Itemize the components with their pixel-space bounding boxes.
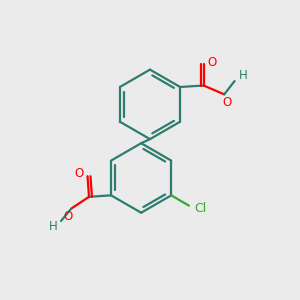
Text: O: O — [207, 56, 217, 69]
Text: H: H — [48, 220, 57, 233]
Text: O: O — [75, 167, 84, 180]
Text: O: O — [64, 210, 73, 223]
Text: Cl: Cl — [194, 202, 206, 214]
Text: O: O — [222, 96, 231, 109]
Text: H: H — [239, 69, 248, 82]
